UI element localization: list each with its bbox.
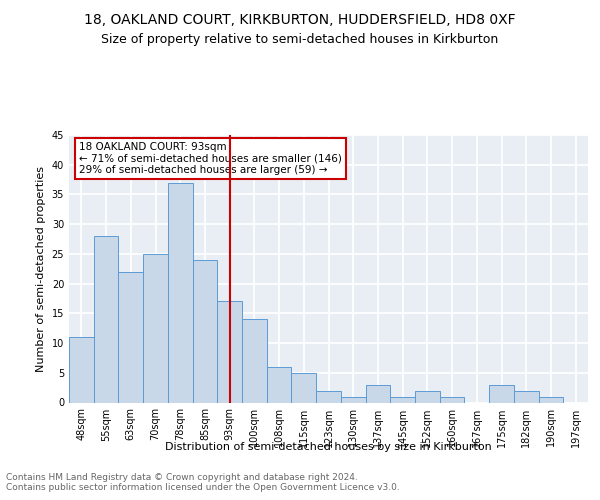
Bar	[118, 272, 143, 402]
Bar	[514, 390, 539, 402]
Text: Distribution of semi-detached houses by size in Kirkburton: Distribution of semi-detached houses by …	[166, 442, 492, 452]
Bar	[267, 367, 292, 402]
Bar	[539, 396, 563, 402]
Bar	[69, 337, 94, 402]
Bar	[365, 384, 390, 402]
Bar	[415, 390, 440, 402]
Bar	[316, 390, 341, 402]
Text: Size of property relative to semi-detached houses in Kirkburton: Size of property relative to semi-detach…	[101, 32, 499, 46]
Bar	[292, 373, 316, 402]
Bar	[143, 254, 168, 402]
Y-axis label: Number of semi-detached properties: Number of semi-detached properties	[36, 166, 46, 372]
Bar	[390, 396, 415, 402]
Bar	[168, 182, 193, 402]
Text: 18, OAKLAND COURT, KIRKBURTON, HUDDERSFIELD, HD8 0XF: 18, OAKLAND COURT, KIRKBURTON, HUDDERSFI…	[84, 12, 516, 26]
Text: 18 OAKLAND COURT: 93sqm
← 71% of semi-detached houses are smaller (146)
29% of s: 18 OAKLAND COURT: 93sqm ← 71% of semi-de…	[79, 142, 342, 175]
Bar	[440, 396, 464, 402]
Bar	[489, 384, 514, 402]
Bar	[217, 302, 242, 402]
Bar	[94, 236, 118, 402]
Bar	[242, 320, 267, 402]
Text: Contains HM Land Registry data © Crown copyright and database right 2024.
Contai: Contains HM Land Registry data © Crown c…	[6, 472, 400, 492]
Bar	[341, 396, 365, 402]
Bar	[193, 260, 217, 402]
